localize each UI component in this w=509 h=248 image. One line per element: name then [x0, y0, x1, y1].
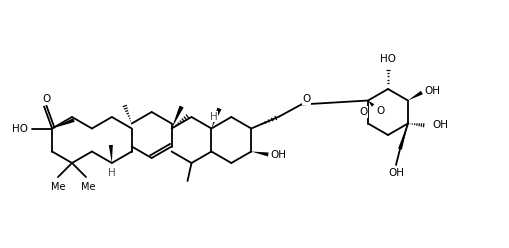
Polygon shape [211, 108, 221, 128]
Polygon shape [398, 124, 407, 150]
Polygon shape [407, 91, 422, 100]
Text: O: O [301, 94, 310, 104]
Text: HO: HO [12, 124, 28, 133]
Polygon shape [52, 118, 75, 128]
Polygon shape [108, 145, 112, 163]
Polygon shape [367, 100, 374, 107]
Polygon shape [251, 152, 268, 156]
Text: Me: Me [51, 182, 65, 192]
Text: H: H [209, 112, 217, 122]
Text: OH: OH [387, 168, 403, 178]
Text: O: O [358, 107, 366, 117]
Polygon shape [171, 106, 183, 128]
Text: HO: HO [379, 54, 395, 64]
Text: OH: OH [423, 86, 439, 95]
Text: O: O [375, 105, 383, 116]
Text: H: H [108, 168, 116, 178]
Text: OH: OH [431, 121, 447, 130]
Text: OH: OH [270, 150, 286, 159]
Text: Me: Me [80, 182, 95, 192]
Text: O: O [42, 94, 50, 104]
